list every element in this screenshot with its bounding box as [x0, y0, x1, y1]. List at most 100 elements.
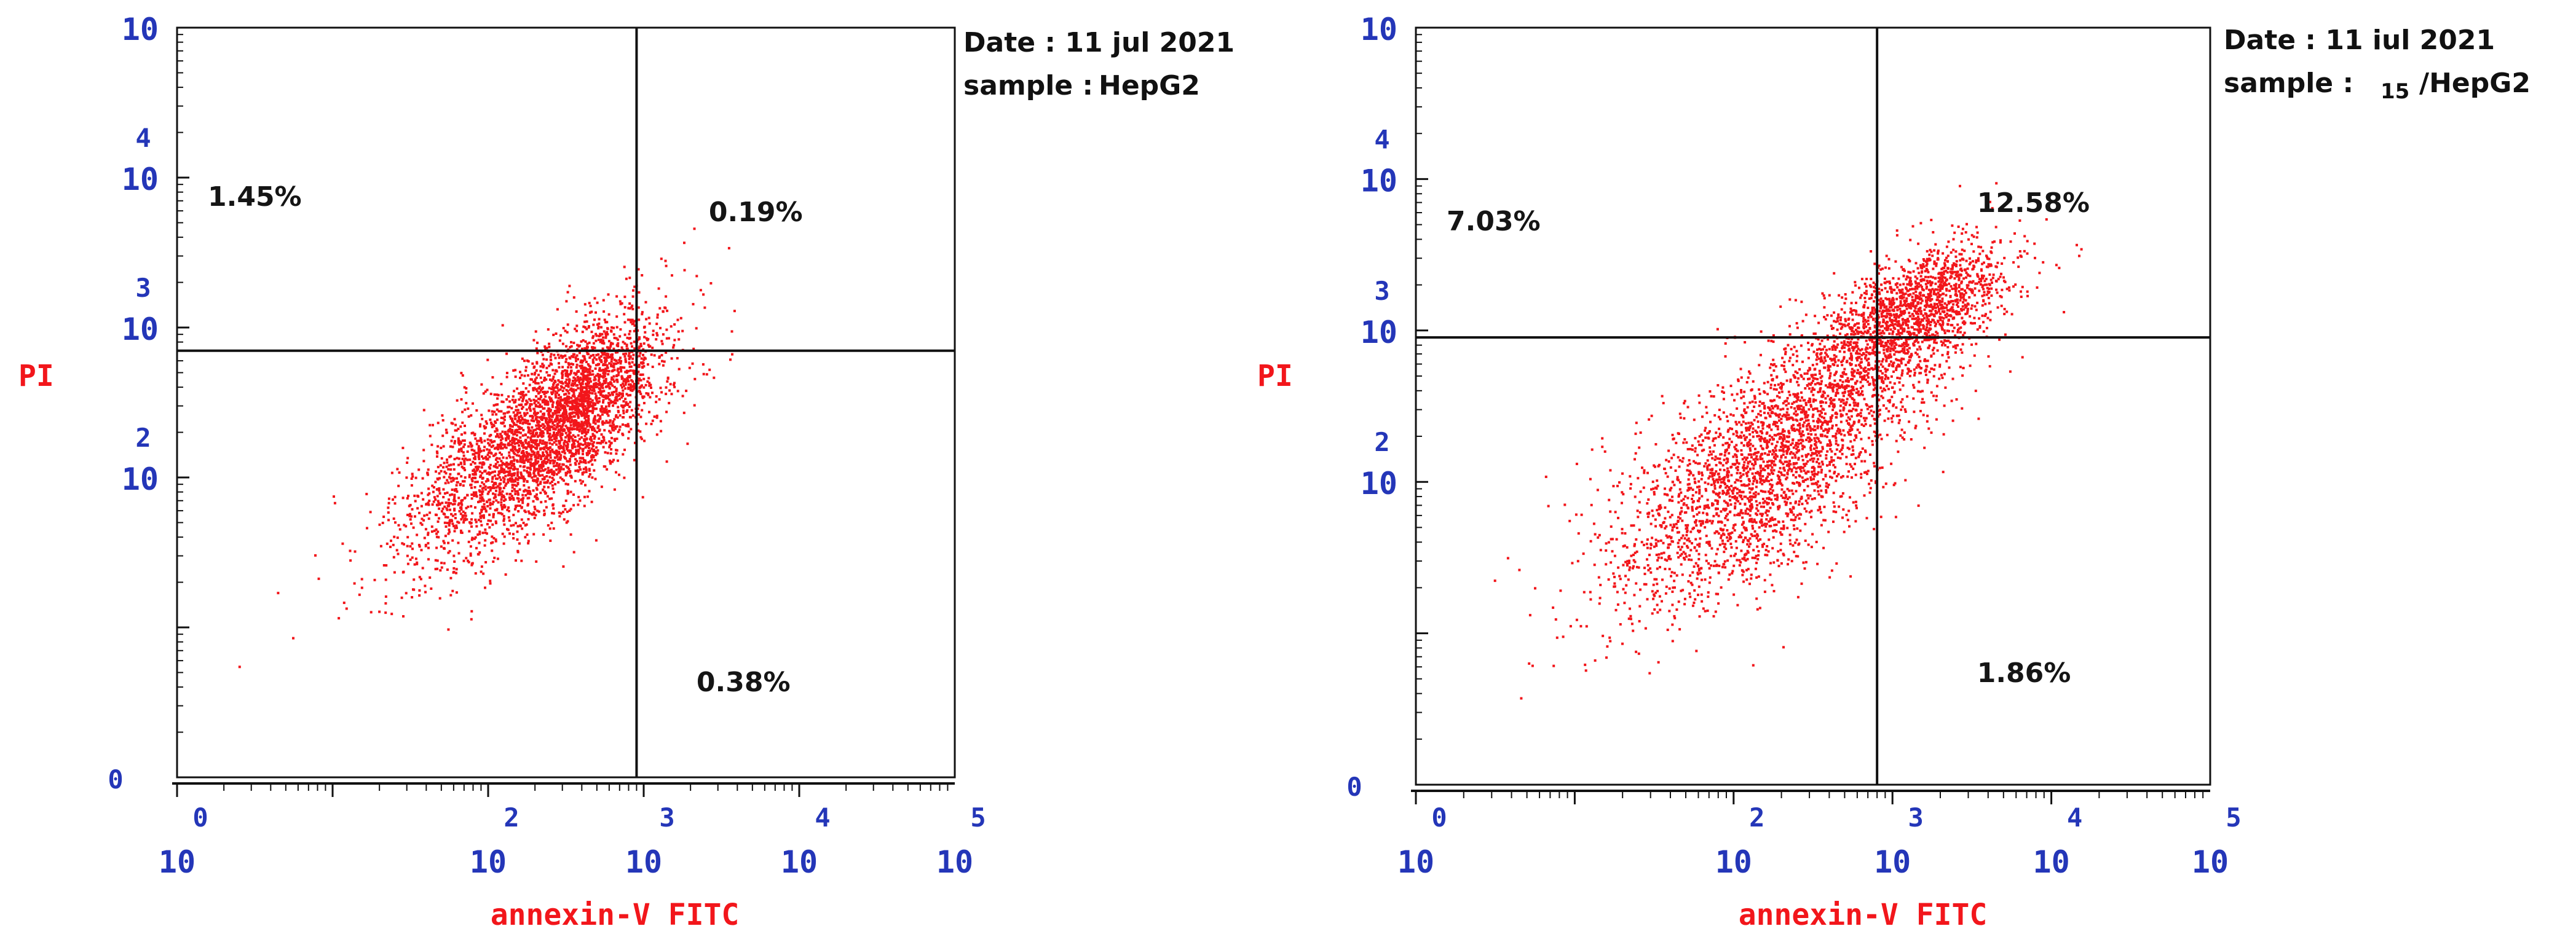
x-tick-label-exponent: 2: [504, 803, 519, 833]
event-dot: [585, 369, 588, 372]
event-dot: [615, 396, 618, 399]
event-dot: [560, 446, 563, 449]
event-dot: [532, 366, 535, 369]
event-dot: [583, 392, 587, 395]
event-dot: [577, 450, 580, 453]
event-dot: [615, 398, 618, 401]
event-dot: [595, 358, 598, 361]
event-dot: [532, 439, 534, 442]
event-dot: [453, 458, 456, 461]
event-dot: [593, 376, 596, 379]
event-dot: [1705, 535, 1708, 538]
event-dot: [592, 455, 595, 458]
event-dot: [499, 493, 502, 496]
event-dot: [1704, 429, 1707, 432]
event-dot: [583, 504, 586, 508]
event-dot: [599, 407, 602, 410]
event-dot: [554, 390, 557, 393]
event-dot: [665, 328, 668, 331]
event-dot: [503, 517, 505, 520]
event-dot: [534, 508, 537, 511]
event-dot: [1736, 492, 1739, 495]
event-dot: [581, 406, 584, 409]
event-dot: [527, 510, 530, 513]
event-dot: [577, 409, 580, 412]
event-dot: [486, 532, 488, 535]
event-dot: [580, 396, 583, 399]
event-dot: [424, 544, 427, 548]
event-dot: [484, 586, 486, 589]
event-dot: [453, 442, 456, 445]
event-dot: [548, 439, 551, 442]
event-dot: [521, 393, 524, 396]
event-dot: [595, 311, 597, 314]
event-dot: [1748, 401, 1752, 404]
event-dot: [494, 470, 496, 473]
event-dot: [510, 495, 513, 498]
event-dot: [548, 374, 551, 377]
event-dot: [464, 431, 467, 434]
event-dot: [411, 548, 414, 551]
event-dot: [1718, 564, 1721, 567]
event-dot: [1668, 610, 1671, 613]
event-dot: [590, 439, 593, 442]
event-dot: [614, 402, 617, 404]
event-dot: [1651, 509, 1654, 512]
event-dot: [631, 389, 634, 391]
event-dot: [467, 407, 470, 410]
event-dot: [341, 542, 344, 545]
event-dot: [412, 588, 414, 591]
event-dot: [471, 562, 474, 565]
event-dot: [572, 363, 575, 366]
event-dot: [609, 459, 611, 462]
event-dot: [1760, 505, 1763, 508]
event-dot: [574, 458, 577, 461]
event-dot: [581, 404, 584, 407]
event-dot: [588, 444, 590, 447]
event-dot: [580, 391, 583, 394]
event-dot: [571, 445, 574, 449]
event-dot: [553, 424, 556, 427]
event-dot: [428, 492, 431, 495]
event-dot: [1737, 378, 1740, 381]
event-dot: [638, 390, 641, 393]
event-dot: [520, 473, 523, 476]
event-dot: [533, 451, 536, 454]
event-dot: [585, 382, 588, 385]
event-dot: [523, 461, 526, 465]
event-dot: [491, 487, 494, 489]
event-dot: [1671, 495, 1673, 498]
event-dot: [509, 425, 512, 428]
event-dot: [591, 444, 595, 447]
event-dot: [449, 594, 452, 597]
event-dot: [554, 380, 557, 383]
event-dot: [692, 347, 695, 350]
event-dot: [1653, 608, 1656, 611]
event-dot: [496, 446, 499, 449]
event-dot: [427, 558, 430, 561]
event-dot: [438, 472, 441, 475]
event-dot: [483, 432, 486, 435]
plot-frame: [1415, 26, 2211, 786]
event-dot: [1810, 546, 1813, 549]
event-dot: [1741, 516, 1744, 519]
event-dot: [660, 257, 663, 261]
event-dot: [1627, 562, 1630, 565]
event-dot: [613, 385, 616, 388]
event-dot: [512, 468, 515, 471]
event-dot: [585, 433, 588, 436]
event-dot: [575, 324, 579, 328]
event-dot: [581, 430, 583, 433]
event-dot: [539, 447, 542, 450]
event-dot: [1742, 444, 1745, 447]
event-dot: [440, 566, 443, 569]
event-dot: [577, 415, 580, 418]
event-dot: [1881, 466, 1884, 469]
event-dot: [580, 384, 582, 387]
event-dot: [583, 408, 587, 411]
event-dot: [443, 476, 446, 479]
event-dot: [664, 259, 667, 262]
event-dot: [511, 439, 514, 442]
event-dot: [583, 320, 587, 323]
event-dot: [565, 465, 568, 468]
